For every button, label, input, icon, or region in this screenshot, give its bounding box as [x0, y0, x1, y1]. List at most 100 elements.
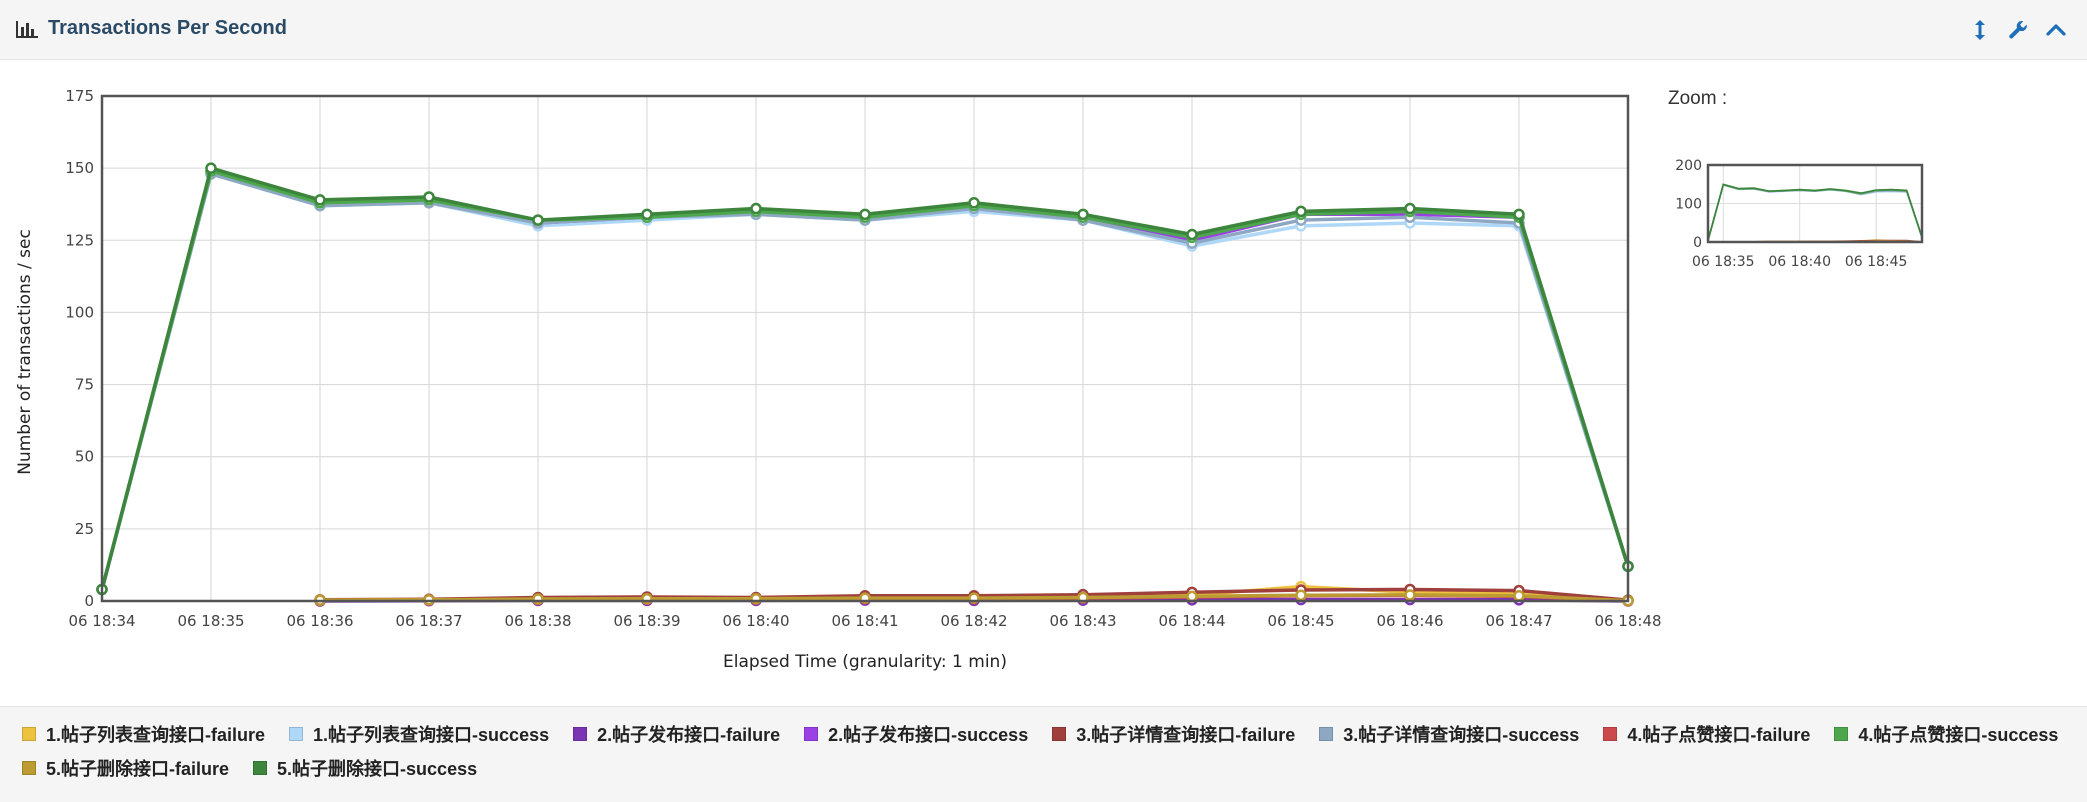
series-10: [96, 162, 1634, 596]
legend-swatch: [22, 761, 36, 775]
x-tick-label: 06 18:46: [1376, 612, 1443, 630]
legend-label: 4.帖子点赞接口-failure: [1627, 725, 1811, 745]
legend-item[interactable]: 3.帖子详情查询接口-success: [1319, 723, 1579, 745]
y-tick-label: 25: [75, 520, 94, 538]
legend-item[interactable]: 4.帖子点赞接口-success: [1834, 723, 2058, 745]
data-point[interactable]: [1295, 205, 1307, 218]
legend-swatch: [573, 727, 588, 741]
y-tick-label: 150: [65, 159, 94, 177]
legend-item[interactable]: 3.帖子详情查询接口-failure: [1052, 723, 1295, 745]
legend-swatch: [1319, 727, 1334, 741]
zoom-x-tick-label: 06 18:35: [1692, 254, 1755, 270]
legend-swatch: [1603, 727, 1618, 741]
legend-label: 5.帖子删除接口-success: [277, 759, 478, 779]
y-tick-label: 0: [84, 592, 94, 610]
zoom-series-line: [1707, 184, 1923, 241]
panel-title: Transactions Per Second: [48, 17, 287, 39]
data-point[interactable]: [1295, 589, 1307, 601]
zoom-series: 0 100 200 06 18:35 06 18:40 06 18:45: [1675, 158, 1924, 270]
zoom-x-tick-label: 06 18:40: [1768, 254, 1831, 270]
plot-frame: [100, 94, 1630, 603]
zoom-y-tick-label: 100: [1675, 197, 1702, 213]
x-tick-label: 06 18:48: [1594, 612, 1661, 630]
legend: 1.帖子列表查询接口-failure 1.帖子列表查询接口-success 2.帖子…: [0, 706, 2087, 802]
legend-item[interactable]: 4.帖子点赞接口-failure: [1603, 723, 1810, 745]
y-tick-label: 125: [65, 231, 94, 249]
legend-label: 2.帖子发布接口-success: [828, 725, 1029, 745]
chart-panel: 0 25 50 75 100 125 150 175 06 18:34 06 18:35 06 18…: [0, 60, 2087, 706]
legend-swatch: [804, 727, 819, 741]
data-point[interactable]: [1513, 590, 1525, 602]
chevron-up-icon[interactable]: [2044, 18, 2068, 42]
x-tick-label: 06 18:42: [940, 612, 1007, 630]
data-point[interactable]: [1186, 590, 1198, 603]
grid: [101, 95, 1629, 602]
data-point[interactable]: [1513, 208, 1525, 221]
zoom-series-line: [1707, 183, 1923, 241]
bar-chart-icon: [16, 21, 38, 38]
x-axis-label: Elapsed Time (granularity: 1 min): [723, 652, 1007, 672]
data-point[interactable]: [1186, 228, 1198, 241]
legend-swatch: [253, 761, 268, 775]
y-axis-label: Number of transactions / sec: [15, 229, 35, 475]
legend-item[interactable]: 1.帖子列表查询接口-success: [289, 723, 549, 745]
legend-label: 2.帖子发布接口-failure: [597, 725, 781, 745]
zoom-series-line: [1707, 183, 1923, 241]
data-point[interactable]: [750, 202, 762, 215]
data-point[interactable]: [968, 197, 980, 209]
tps-line-chart: 0 25 50 75 100 125 150 175 06 18:34 06 18:35 06 18…: [15, 87, 1662, 672]
legend-swatch: [1834, 727, 1849, 741]
legend-label: 3.帖子详情查询接口-failure: [1076, 725, 1296, 745]
data-point[interactable]: [314, 194, 326, 206]
data-point[interactable]: [641, 208, 653, 221]
zoom-x-tick-label: 06 18:45: [1845, 254, 1908, 270]
legend-label: 3.帖子详情查询接口-success: [1343, 725, 1580, 745]
zoom-frame: [1706, 163, 1924, 244]
x-tick-label: 06 18:41: [831, 612, 898, 630]
x-tick-label: 06 18:38: [504, 612, 571, 630]
expand-vertical-icon[interactable]: [1968, 18, 1992, 42]
legend-label: 1.帖子列表查询接口-success: [313, 725, 550, 745]
wrench-icon[interactable]: [2006, 18, 2030, 42]
x-tick-label: 06 18:34: [68, 612, 135, 630]
axes: 0 25 50 75 100 125 150 175 06 18:34 06 18:35 06 18…: [65, 87, 1661, 630]
y-tick-label: 50: [75, 448, 94, 466]
legend-label: 1.帖子列表查询接口-failure: [46, 725, 266, 745]
x-tick-label: 06 18:40: [722, 612, 789, 630]
data-point[interactable]: [1404, 589, 1416, 601]
data-point[interactable]: [205, 162, 217, 174]
legend-swatch: [1052, 727, 1067, 741]
legend-label: 4.帖子点赞接口-success: [1858, 725, 2059, 745]
data-point[interactable]: [423, 191, 435, 203]
y-tick-label: 175: [65, 87, 94, 105]
data-point[interactable]: [1404, 202, 1416, 215]
x-tick-label: 06 18:43: [1049, 612, 1116, 630]
data-point[interactable]: [859, 208, 871, 221]
zoom-y-tick-label: 200: [1675, 158, 1702, 174]
x-tick-label: 06 18:47: [1485, 612, 1552, 630]
panel-header: Transactions Per Second: [0, 0, 2087, 60]
x-tick-label: 06 18:44: [1158, 612, 1225, 630]
legend-item[interactable]: 5.帖子删除接口-success: [253, 757, 477, 779]
legend-item[interactable]: 1.帖子列表查询接口-failure: [22, 723, 265, 745]
legend-item[interactable]: 2.帖子发布接口-failure: [573, 723, 780, 745]
zoom-series-line: [1707, 183, 1923, 241]
y-tick-label: 75: [75, 376, 94, 394]
zoom-series-line: [1707, 184, 1923, 241]
y-tick-label: 100: [65, 303, 94, 321]
legend-items: 1.帖子列表查询接口-failure 1.帖子列表查询接口-success 2.帖子…: [22, 723, 2062, 779]
legend-label: 5.帖子删除接口-failure: [46, 759, 230, 779]
x-tick-label: 06 18:45: [1267, 612, 1334, 630]
data-point[interactable]: [1077, 208, 1089, 221]
zoom-label: Zoom :: [1668, 88, 1728, 109]
data-point[interactable]: [532, 214, 544, 226]
legend-item[interactable]: 2.帖子发布接口-success: [804, 723, 1028, 745]
x-tick-label: 06 18:36: [286, 612, 353, 630]
zoom-y-tick-label: 0: [1693, 235, 1702, 251]
x-tick-label: 06 18:35: [177, 612, 244, 630]
x-tick-label: 06 18:39: [613, 612, 680, 630]
legend-item[interactable]: 5.帖子删除接口-failure: [22, 757, 229, 779]
legend-swatch: [22, 727, 36, 741]
series-layer: [96, 162, 1634, 607]
zoom-overview-chart[interactable]: 0 100 200 06 18:35 06 18:40 06 18:45: [1668, 130, 1988, 290]
